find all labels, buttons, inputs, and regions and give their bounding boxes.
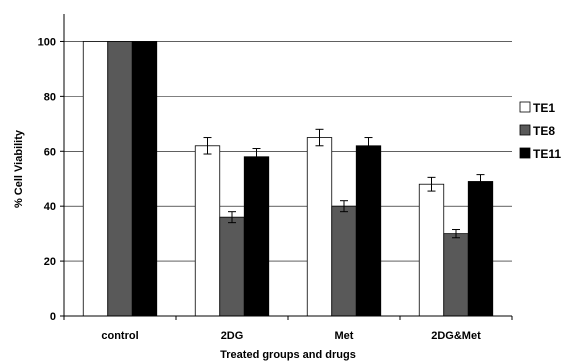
legend-label: TE11 xyxy=(533,147,561,161)
error-bar xyxy=(427,176,436,192)
x-tick-label: 2DG&Met xyxy=(431,330,481,342)
legend-item-te11: TE11 xyxy=(519,147,561,161)
x-tick-label: 2DG xyxy=(221,330,244,342)
bar-te8-3 xyxy=(443,233,469,317)
error-bars xyxy=(203,128,485,239)
legend-swatch xyxy=(519,147,531,159)
y-tick-label: 0 xyxy=(50,311,56,323)
bar-te8-1 xyxy=(219,216,245,317)
legend-label: TE1 xyxy=(533,101,555,115)
bar-te1-0 xyxy=(82,41,109,317)
x-axis-title: Treated groups and drugs xyxy=(220,349,356,361)
bar-te8-2 xyxy=(331,205,357,317)
bar-te8-0 xyxy=(107,41,133,317)
y-tick-label: 100 xyxy=(38,36,56,48)
legend-item-te1: TE1 xyxy=(519,101,555,115)
x-tick-label: Met xyxy=(335,330,354,342)
legend: TE1 TE8 TE11 xyxy=(519,101,561,161)
y-tick-label: 60 xyxy=(44,146,56,158)
error-bar xyxy=(315,128,324,147)
error-bar xyxy=(364,137,373,155)
y-tick-label: 20 xyxy=(44,256,56,268)
x-tick-label: control xyxy=(101,330,138,342)
bars xyxy=(82,41,494,317)
legend-swatch xyxy=(519,124,531,136)
legend-item-te8: TE8 xyxy=(519,124,555,138)
y-tick-labels: 0 20 40 60 80 100 xyxy=(38,36,64,323)
x-tick-labels: control 2DG Met 2DG&Met xyxy=(63,316,513,342)
bar-te11-0 xyxy=(131,41,158,317)
y-axis-title: % Cell Viability xyxy=(13,129,25,208)
y-tick-label: 80 xyxy=(44,91,56,103)
legend-swatch xyxy=(519,101,531,113)
y-tick-label: 40 xyxy=(44,201,56,213)
bar-te11-3 xyxy=(467,181,494,317)
error-bar xyxy=(252,148,261,166)
bar-te11-2 xyxy=(355,145,382,317)
bar-te1-2 xyxy=(306,137,333,317)
error-bar xyxy=(452,229,460,239)
error-bar xyxy=(476,174,485,189)
bar-te1-1 xyxy=(194,145,221,317)
error-bar xyxy=(203,137,212,155)
bar-te11-1 xyxy=(243,156,270,317)
legend-label: TE8 xyxy=(533,124,555,138)
error-bar xyxy=(228,211,236,224)
error-bar xyxy=(340,200,348,213)
bar-te1-3 xyxy=(418,183,445,317)
